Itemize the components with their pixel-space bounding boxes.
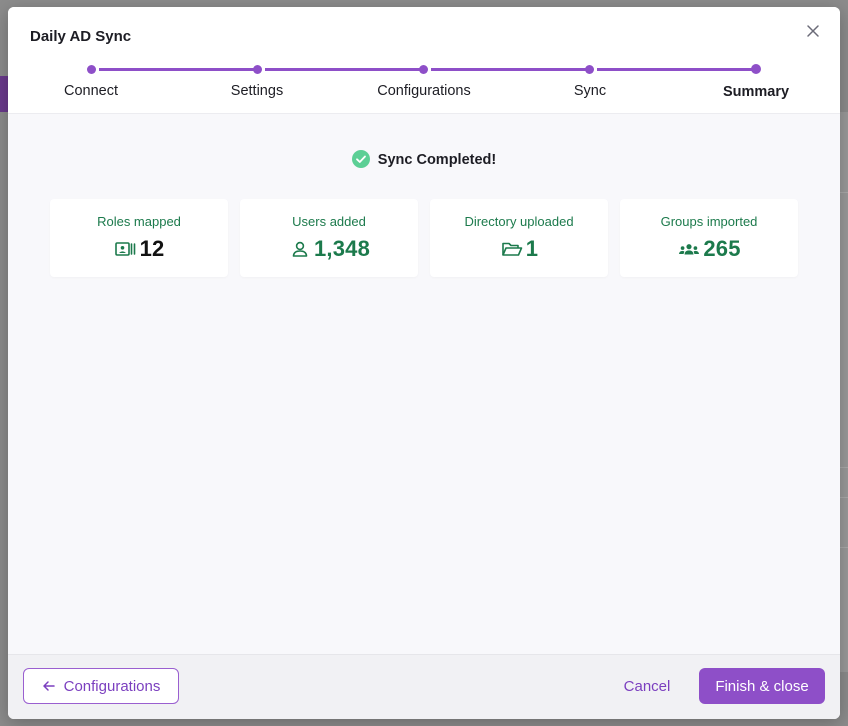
user-icon xyxy=(288,239,312,259)
background-page-edge xyxy=(838,112,848,672)
back-configurations-button[interactable]: Configurations xyxy=(23,668,179,704)
back-button-label: Configurations xyxy=(63,677,161,695)
stat-label: Users added xyxy=(292,214,366,229)
step-connector xyxy=(99,68,257,71)
step-connector xyxy=(265,68,423,71)
close-icon xyxy=(807,25,819,37)
stat-value: 1,348 xyxy=(313,236,371,261)
check-circle-icon xyxy=(351,149,370,168)
stat-value: 1 xyxy=(525,236,539,261)
sync-status-text: Sync Completed! xyxy=(377,152,497,168)
step-sync[interactable]: Sync xyxy=(573,83,607,99)
stat-label: Directory uploaded xyxy=(464,214,574,229)
wizard-stepper: Connect Settings Configurations Sync Sum… xyxy=(8,63,840,113)
step-connect[interactable]: Connect xyxy=(63,83,119,99)
step-connector xyxy=(597,68,755,71)
dialog-title: Daily AD Sync xyxy=(30,28,132,45)
sync-dialog: Daily AD Sync Connect Settings Configura… xyxy=(8,7,840,719)
dialog-footer: Configurations Cancel Finish & close xyxy=(8,654,840,719)
step-settings[interactable]: Settings xyxy=(230,83,284,99)
step-dot-connect xyxy=(87,65,96,74)
dialog-header: Daily AD Sync Connect Settings Configura… xyxy=(8,7,840,114)
close-button[interactable] xyxy=(804,22,822,40)
background-accent-strip xyxy=(0,76,8,112)
id-card-icon xyxy=(114,239,138,259)
stat-card-roles: Roles mapped 12 xyxy=(50,199,228,277)
step-dot-configurations xyxy=(419,65,428,74)
stat-card-users: Users added 1,348 xyxy=(240,199,418,277)
folder-open-icon xyxy=(500,239,524,259)
stat-label: Roles mapped xyxy=(97,214,181,229)
stat-card-directory: Directory uploaded 1 xyxy=(430,199,608,277)
summary-stats: Roles mapped 12 Users added xyxy=(50,199,798,277)
finish-close-button[interactable]: Finish & close xyxy=(699,668,825,704)
step-dot-summary xyxy=(751,64,761,74)
stat-value: 12 xyxy=(139,236,165,261)
cancel-button[interactable]: Cancel xyxy=(623,677,671,695)
step-dot-sync xyxy=(585,65,594,74)
stat-value: 265 xyxy=(703,236,741,261)
step-dot-settings xyxy=(253,65,262,74)
step-connector xyxy=(431,68,589,71)
step-configurations[interactable]: Configurations xyxy=(377,83,471,99)
sync-status: Sync Completed! xyxy=(8,149,840,168)
stat-label: Groups imported xyxy=(660,214,758,229)
step-summary[interactable]: Summary xyxy=(722,84,790,100)
stat-card-groups: Groups imported 265 xyxy=(620,199,798,277)
users-group-icon xyxy=(677,239,701,259)
dialog-body: Sync Completed! Roles mapped 12 xyxy=(8,114,840,654)
arrow-left-icon xyxy=(42,681,55,691)
